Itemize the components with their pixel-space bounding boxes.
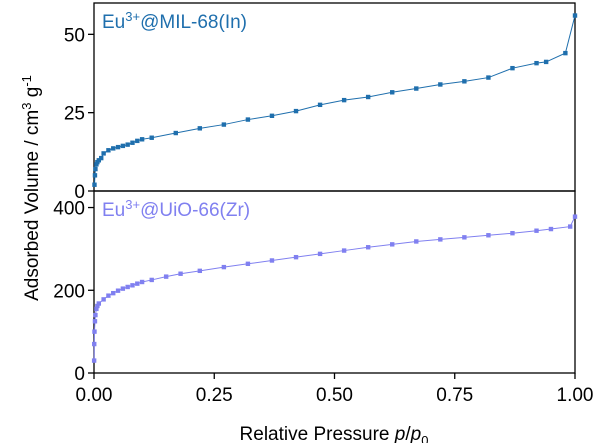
panel-uio66-data-point xyxy=(96,301,102,306)
panel-mil68-data-point xyxy=(414,86,419,91)
panel-mil68-series-line xyxy=(93,15,576,185)
panel-mil68: 0 25 50 Eu3+@MIL-68(In) xyxy=(64,2,578,203)
panel-mil68-data-point xyxy=(115,144,121,150)
panel-uio66-data-point xyxy=(567,224,573,229)
panel-uio66-data-point xyxy=(221,264,227,270)
x-axis-tick-label: 0.75 xyxy=(436,385,473,406)
panel-mil68-y-ticks: 0 25 50 xyxy=(64,25,94,203)
panel-mil68-series xyxy=(92,13,578,187)
panel-uio66-data-point xyxy=(130,283,135,288)
panel-uio66-y-tick-label: 400 xyxy=(53,199,85,220)
panel-mil68-data-point xyxy=(438,82,443,87)
x-axis-tick-label: 1.00 xyxy=(557,385,594,406)
y-axis-title: Adsorbed Volume / cm3 g-1 xyxy=(19,75,43,301)
panel-mil68-data-point xyxy=(365,94,371,100)
panel-mil68-data-point xyxy=(111,146,116,151)
panel-mil68-label: Eu3+@MIL-68(In) xyxy=(102,9,247,33)
panel-uio66-data-point xyxy=(178,271,183,276)
panel-uio66-data-point xyxy=(462,235,467,240)
panel-mil68-data-point xyxy=(96,158,102,163)
panel-mil68-data-point xyxy=(486,75,491,80)
panel-uio66-data-point xyxy=(534,228,539,233)
panel-mil68-data-point xyxy=(125,142,130,147)
panel-mil68-data-point xyxy=(120,143,126,149)
panel-uio66-series xyxy=(91,214,578,363)
panel-mil68-data-point xyxy=(563,50,568,56)
panel-mil68-data-point xyxy=(317,102,323,108)
panel-mil68-data-point xyxy=(197,126,203,131)
panel-mil68-data-point xyxy=(139,137,145,142)
panel-uio66-data-point xyxy=(269,258,275,263)
panel-mil68-data-point xyxy=(173,130,178,136)
panel-uio66-data-point xyxy=(94,306,99,312)
panel-uio66-y-tick-label: 200 xyxy=(53,281,85,302)
panel-mil68-data-point xyxy=(221,122,227,127)
panel-uio66-series-line xyxy=(93,216,576,361)
panel-uio66-data-point xyxy=(149,277,154,283)
panel-mil68-y-tick-label: 25 xyxy=(64,104,85,125)
panel-uio66-data-point xyxy=(293,254,299,260)
panel-uio66-data-point xyxy=(245,261,251,266)
panel-mil68-data-point xyxy=(93,166,98,172)
panel-uio66-data-point xyxy=(115,288,121,293)
panel-uio66-data-point xyxy=(486,233,491,238)
panel-uio66-data-point xyxy=(106,293,111,298)
panel-uio66-data-point xyxy=(548,226,554,232)
panel-uio66-data-point xyxy=(92,341,97,347)
panel-uio66-data-point xyxy=(390,242,395,247)
panel-mil68-data-point xyxy=(92,173,98,178)
panel-uio66-data-point xyxy=(125,284,130,290)
x-axis-tick-label: 0.50 xyxy=(316,385,353,406)
panel-mil68-data-point xyxy=(390,90,395,95)
panel-mil68-data-point xyxy=(99,155,104,161)
panel-uio66-data-point xyxy=(120,286,126,291)
panel-mil68-data-point xyxy=(245,117,251,122)
panel-uio66-data-point xyxy=(572,214,578,219)
panel-mil68-data-point xyxy=(101,151,106,156)
panel-uio66-data-point xyxy=(317,251,323,257)
panel-uio66-data-point xyxy=(139,279,145,285)
panel-mil68-data-point xyxy=(462,79,467,84)
panel-mil68-data-point xyxy=(572,13,578,18)
panel-mil68-data-point xyxy=(106,148,111,153)
panel-mil68-data-point xyxy=(510,65,515,71)
panel-uio66-data-point xyxy=(95,303,100,309)
panel-mil68-data-point xyxy=(149,135,154,140)
panel-mil68-data-point xyxy=(135,138,140,144)
panel-uio66-label: Eu3+@UiO-66(Zr) xyxy=(102,197,250,221)
x-axis-tick-label: 0.25 xyxy=(196,385,233,406)
panel-uio66: 0 200 400 Eu3+@UiO-66(Zr) xyxy=(53,190,578,385)
panel-uio66-data-point xyxy=(111,290,116,296)
x-axis-title: Relative Pressure p/p0 xyxy=(240,424,429,443)
panel-uio66-data-point xyxy=(197,268,203,274)
panel-mil68-data-point xyxy=(341,97,347,103)
panel-uio66-data-point xyxy=(438,237,443,242)
panel-mil68-data-point xyxy=(130,140,135,145)
panel-uio66-data-point xyxy=(414,239,419,244)
panel-uio66-y-tick-label: 0 xyxy=(74,364,85,385)
panel-mil68-data-point xyxy=(534,60,539,66)
panel-uio66-data-point xyxy=(510,230,515,236)
panel-uio66-data-point xyxy=(92,329,97,334)
panel-uio66-data-point xyxy=(91,358,97,363)
x-axis-ticks: 0.00 0.25 0.50 0.75 1.00 xyxy=(76,373,594,406)
panel-uio66-data-point xyxy=(365,245,371,250)
panel-mil68-data-point xyxy=(269,113,275,118)
panel-uio66-data-point xyxy=(93,312,98,318)
panel-mil68-data-point xyxy=(543,59,549,65)
panel-uio66-data-point xyxy=(163,274,169,279)
panel-mil68-data-point xyxy=(92,182,97,187)
panel-uio66-data-point xyxy=(101,297,106,302)
panel-uio66-data-point xyxy=(341,248,347,253)
panel-mil68-data-point xyxy=(293,108,299,114)
panel-uio66-data-point xyxy=(92,319,98,324)
panel-uio66-y-ticks: 0 200 400 xyxy=(53,199,94,385)
panel-uio66-data-point xyxy=(135,281,140,286)
panel-mil68-y-tick-label: 0 xyxy=(74,182,85,203)
panel-mil68-y-tick-label: 50 xyxy=(64,25,85,46)
x-axis-tick-label: 0.00 xyxy=(76,385,113,406)
